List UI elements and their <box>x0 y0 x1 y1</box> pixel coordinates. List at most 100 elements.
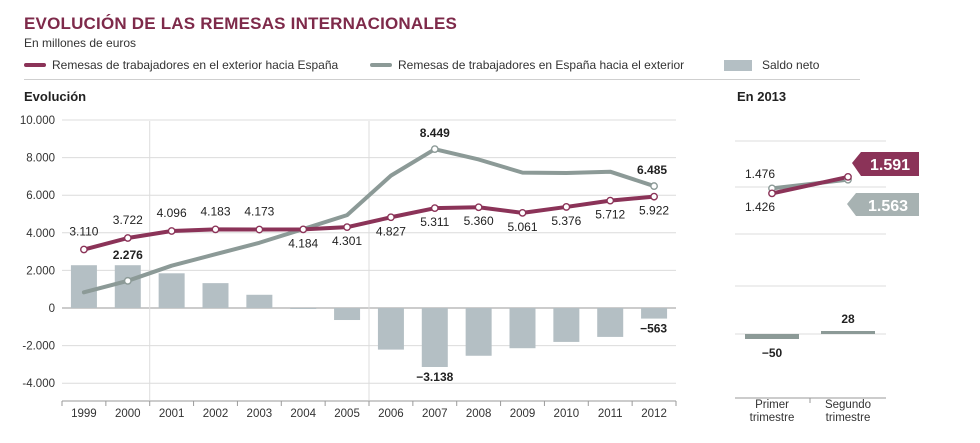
x-tick-label: 1999 <box>71 408 97 420</box>
y-tick-label: 2.000 <box>26 265 55 277</box>
data-label: 8.449 <box>420 126 450 140</box>
net-balance-bar <box>377 308 404 350</box>
side-inflow-point <box>768 189 776 198</box>
inflow-point <box>255 225 264 234</box>
data-label: 5.311 <box>420 215 449 229</box>
data-label: 3.722 <box>113 213 143 227</box>
side-data-label: 1.476 <box>745 167 775 181</box>
y-tick-label: 0 <box>49 303 55 315</box>
side-net-label: −50 <box>762 346 783 360</box>
net-balance-bar <box>246 294 273 308</box>
y-tick-label: -2.000 <box>22 341 55 353</box>
outflow-point <box>123 276 132 285</box>
legend-divider <box>24 79 860 80</box>
x-tick-label: 2012 <box>641 408 667 420</box>
y-tick-label: -4.000 <box>22 378 55 390</box>
side-net-bar <box>745 334 799 339</box>
data-label: 4.827 <box>376 224 406 238</box>
x-tick-label: 2006 <box>378 408 404 420</box>
inflow-point <box>343 223 351 232</box>
side-callout-outflow <box>847 193 919 216</box>
side-inflow-line <box>770 174 850 196</box>
data-label: 4.173 <box>244 205 274 219</box>
side-data-label: 1.426 <box>745 200 775 214</box>
net-balance-bar <box>597 308 624 337</box>
legend-swatch-net <box>724 59 752 71</box>
outflow-point <box>650 182 658 190</box>
net-balance-bar <box>334 308 361 321</box>
outflow-line <box>81 147 657 295</box>
x-tick-label: 2010 <box>554 408 580 420</box>
inflow-point <box>518 208 527 217</box>
net-balance-bar <box>641 308 668 319</box>
net-balance-bar <box>114 265 141 308</box>
legend-swatch-outflow <box>370 63 392 67</box>
data-label: 5.360 <box>464 214 494 228</box>
y-tick-label: 10.000 <box>20 115 55 127</box>
net-balance-bar <box>421 308 448 367</box>
inflow-point <box>474 203 483 212</box>
side-panel-title: En 2013 <box>737 89 786 104</box>
data-label: 5.922 <box>639 204 669 218</box>
legend-label-net: Saldo neto <box>762 58 820 72</box>
legend-item-net: Saldo neto <box>724 58 819 72</box>
data-label: 4.301 <box>332 234 362 248</box>
net-balance-bar <box>158 273 185 308</box>
legend-label-outflow: Remesas de trabajadores en España hacia … <box>398 58 685 72</box>
inflow-point <box>299 225 308 234</box>
main-panel-title: Evolución <box>24 89 86 104</box>
inflow-point <box>211 225 220 234</box>
y-tick-label: 8.000 <box>26 153 55 165</box>
inflow-point <box>80 245 88 254</box>
data-label: 2.276 <box>113 248 143 262</box>
x-tick-label: 2011 <box>598 408 623 420</box>
side-x-tick-label: Segundo trimestre <box>825 399 871 424</box>
net-balance-bar <box>202 283 229 308</box>
outflow-point <box>430 145 439 154</box>
x-tick-label: 2008 <box>466 408 492 420</box>
inflow-point <box>387 213 395 222</box>
side-callout-outflow-label: 1.563 <box>868 198 908 215</box>
side-callout-inflow <box>852 152 919 176</box>
x-tick-label: 2007 <box>422 408 448 420</box>
side-inflow-point <box>844 172 852 181</box>
side-net-bar <box>821 331 875 334</box>
x-tick-label: 2005 <box>334 408 360 420</box>
data-label: 4.183 <box>200 204 230 218</box>
side-net-label: 28 <box>841 312 855 326</box>
x-tick-label: 2000 <box>115 408 141 420</box>
x-tick-label: 2003 <box>247 408 273 420</box>
data-label: 5.376 <box>551 214 581 228</box>
data-label: 4.184 <box>288 236 318 250</box>
y-tick-label: 6.000 <box>26 190 55 202</box>
legend-swatch-inflow <box>24 63 46 67</box>
net-balance-bar <box>70 265 97 308</box>
data-label: 5.712 <box>595 208 625 222</box>
inflow-line <box>81 194 657 252</box>
x-tick-label: 2009 <box>510 408 536 420</box>
legend-label-inflow: Remesas de trabajadores en el exterior h… <box>52 58 339 72</box>
inflow-point <box>430 204 439 213</box>
legend: Remesas de trabajadores en el exterior h… <box>24 58 964 74</box>
data-label: 6.485 <box>637 163 667 177</box>
y-tick-label: 4.000 <box>26 228 55 240</box>
inflow-point <box>650 192 658 201</box>
data-label: −3.138 <box>416 370 453 384</box>
inflow-point <box>123 234 132 242</box>
x-tick-label: 2002 <box>203 408 229 420</box>
chart-title: EVOLUCIÓN DE LAS REMESAS INTERNACIONALES <box>24 14 458 33</box>
side-x-tick-label: Primer trimestre <box>750 399 795 424</box>
net-balance-bar <box>509 308 536 349</box>
data-label: 5.061 <box>507 220 537 234</box>
legend-item-outflow: Remesas de trabajadores en España hacia … <box>370 58 684 72</box>
inflow-point <box>167 227 176 235</box>
x-tick-label: 2001 <box>159 408 185 420</box>
net-balance-bar <box>465 308 492 356</box>
inflow-point <box>606 196 615 205</box>
legend-item-inflow: Remesas de trabajadores en el exterior h… <box>24 58 338 72</box>
data-label: 3.110 <box>69 225 98 239</box>
chart-subtitle: En millones de euros <box>24 36 137 50</box>
net-balance-bar <box>290 308 317 309</box>
data-label: −563 <box>640 322 667 336</box>
